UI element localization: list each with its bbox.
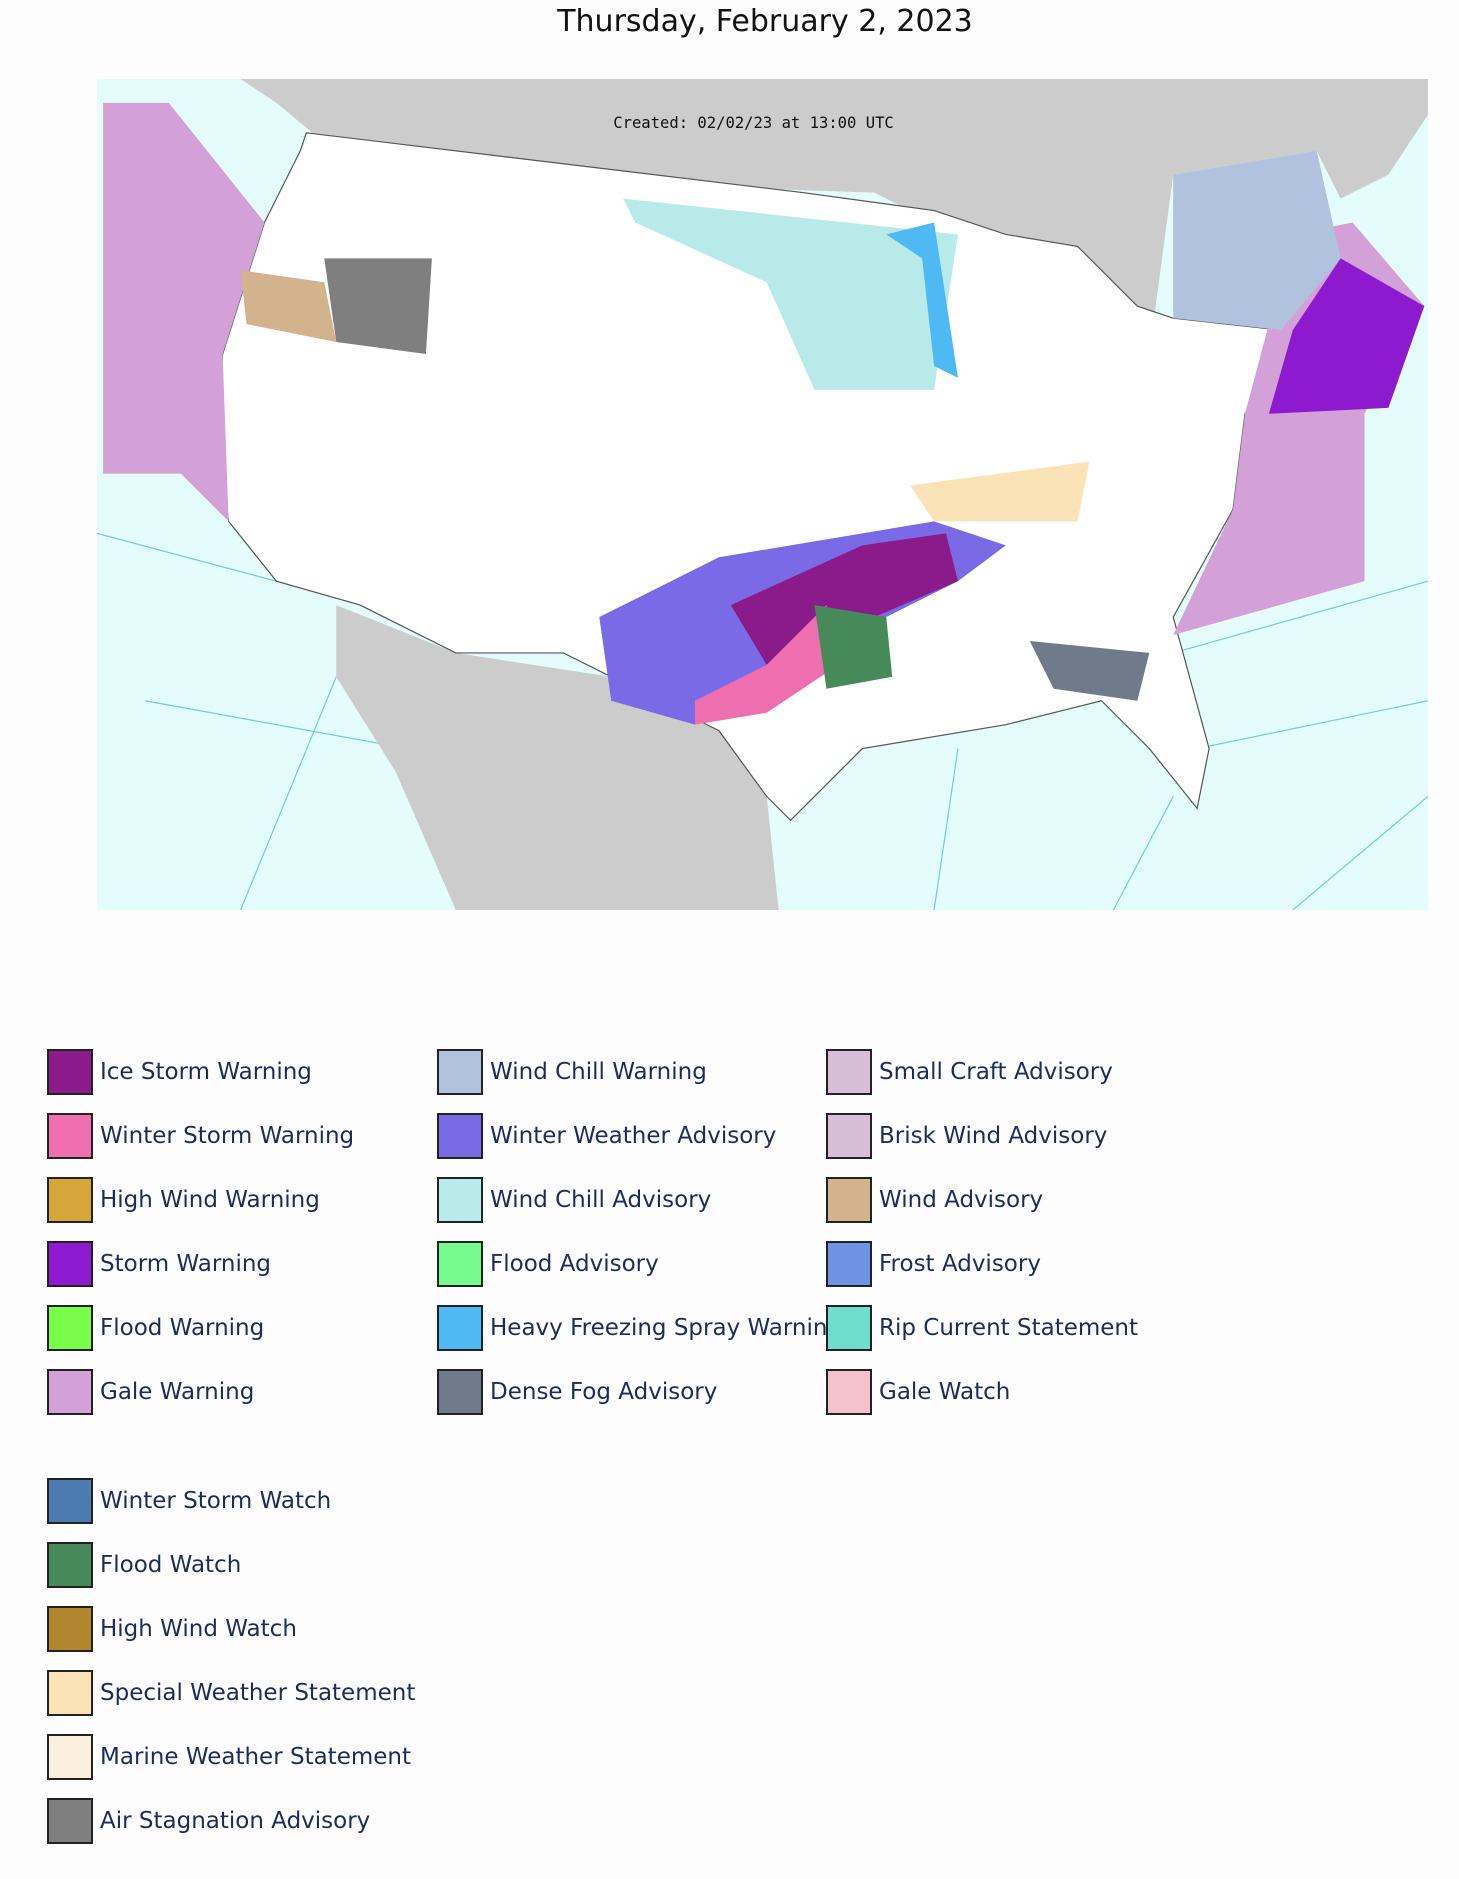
page-title: Thursday, February 2, 2023 [557,4,973,39]
legend-label: Marine Weather Statement [100,1744,412,1770]
legend-item: High Wind Warning [47,1176,320,1224]
legend-item: Gale Warning [47,1368,254,1416]
legend-item: Brisk Wind Advisory [826,1112,1107,1160]
legend-swatch [826,1305,872,1351]
legend-label: High Wind Warning [100,1187,320,1213]
legend-label: Heavy Freezing Spray Warning [490,1315,843,1341]
legend-item: Storm Warning [47,1240,271,1288]
legend-item: Winter Storm Warning [47,1112,354,1160]
legend-swatch [47,1113,93,1159]
legend-label: Gale Watch [879,1379,1011,1405]
legend-swatch [826,1369,872,1415]
legend-swatch [826,1113,872,1159]
legend-label: Wind Chill Warning [490,1059,707,1085]
legend-item: Special Weather Statement [47,1669,415,1717]
legend-label: Winter Storm Watch [100,1488,332,1514]
legend-item: Flood Watch [47,1541,241,1589]
legend-swatch [47,1606,93,1652]
legend-item: Winter Weather Advisory [437,1112,776,1160]
legend-swatch [437,1113,483,1159]
legend-label: Storm Warning [100,1251,272,1277]
legend-item: Wind Advisory [826,1176,1043,1224]
alert-map: Created: 02/02/23 at 13:00 UTC [97,79,1428,910]
legend-label: Small Craft Advisory [879,1059,1113,1085]
legend-swatch [47,1798,93,1844]
legend-item: Small Craft Advisory [826,1048,1113,1096]
legend-item: Air Stagnation Advisory [47,1797,370,1845]
legend-swatch [47,1478,93,1524]
legend-swatch [437,1049,483,1095]
legend-swatch [826,1241,872,1287]
legend-label: Gale Warning [100,1379,255,1405]
legend-item: Winter Storm Watch [47,1477,331,1525]
legend-item: Marine Weather Statement [47,1733,411,1781]
legend-item: Flood Warning [47,1304,264,1352]
legend-label: Flood Warning [100,1315,265,1341]
legend-label: Dense Fog Advisory [490,1379,718,1405]
legend-swatch [826,1049,872,1095]
legend-swatch [47,1177,93,1223]
legend-label: Winter Weather Advisory [490,1123,777,1149]
legend-label: Flood Advisory [490,1251,659,1277]
legend-swatch [437,1369,483,1415]
legend-swatch [47,1734,93,1780]
legend-swatch [437,1305,483,1351]
legend-label: Brisk Wind Advisory [879,1123,1108,1149]
legend-label: Special Weather Statement [100,1680,416,1706]
legend-label: Rip Current Statement [879,1315,1139,1341]
legend-label: Wind Chill Advisory [490,1187,712,1213]
map-created-label: Created: 02/02/23 at 13:00 UTC [613,114,894,132]
legend-swatch [437,1241,483,1287]
legend-item: Gale Watch [826,1368,1010,1416]
legend-swatch [47,1369,93,1415]
legend-item: Ice Storm Warning [47,1048,312,1096]
legend-swatch [437,1177,483,1223]
legend-label: Flood Watch [100,1552,242,1578]
legend-swatch [47,1241,93,1287]
legend-swatch [47,1542,93,1588]
legend-swatch [47,1305,93,1351]
legend-label: Frost Advisory [879,1251,1041,1277]
legend-item: Heavy Freezing Spray Warning [437,1304,842,1352]
legend-label: Air Stagnation Advisory [100,1808,371,1834]
legend-item: Rip Current Statement [826,1304,1138,1352]
legend-label: Winter Storm Warning [100,1123,355,1149]
legend-item: Wind Chill Warning [437,1048,707,1096]
legend-item: Dense Fog Advisory [437,1368,717,1416]
legend-label: High Wind Watch [100,1616,297,1642]
legend-item: Wind Chill Advisory [437,1176,711,1224]
legend-swatch [826,1177,872,1223]
legend-swatch [47,1670,93,1716]
legend-item: Flood Advisory [437,1240,659,1288]
legend-item: Frost Advisory [826,1240,1041,1288]
legend-label: Wind Advisory [879,1187,1044,1213]
legend-swatch [47,1049,93,1095]
legend-label: Ice Storm Warning [100,1059,312,1085]
legend-item: High Wind Watch [47,1605,297,1653]
